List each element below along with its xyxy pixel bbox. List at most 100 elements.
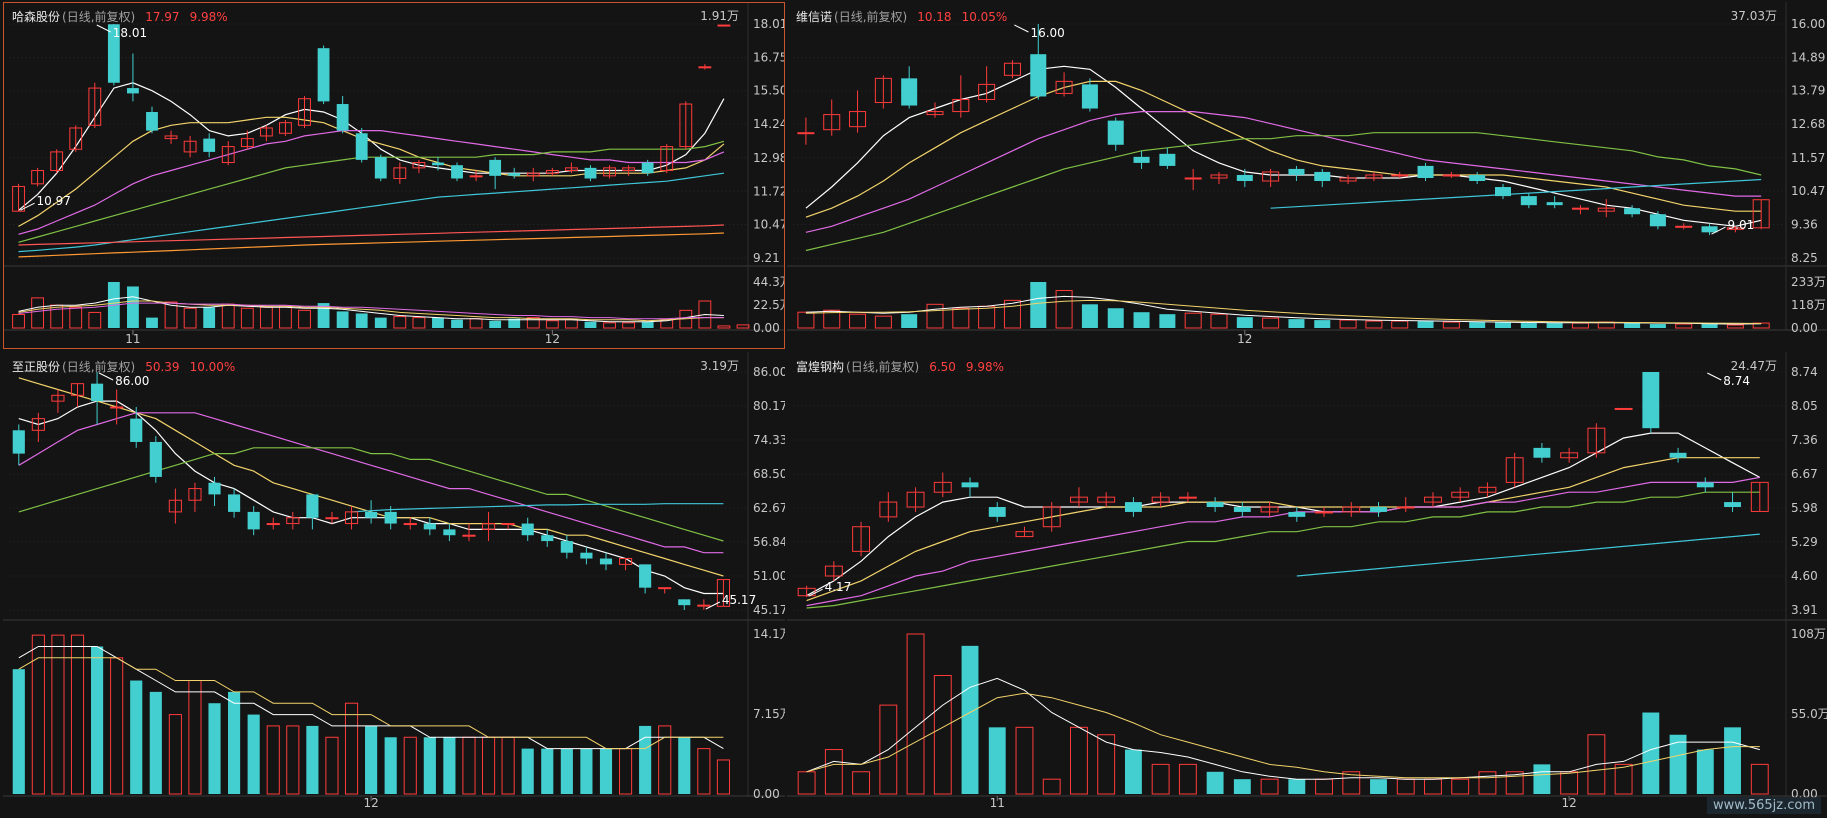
volume-bar xyxy=(1314,320,1331,328)
high-price-label: 18.01 xyxy=(113,26,147,40)
candle-body xyxy=(469,175,483,178)
volume-bar xyxy=(1133,312,1150,328)
candle-body xyxy=(221,146,235,164)
candle-body xyxy=(31,170,45,185)
candle-body xyxy=(489,159,502,176)
volume-bar xyxy=(12,669,25,794)
volume-bar xyxy=(50,304,64,329)
volume-bar xyxy=(1206,771,1224,794)
volume-bar xyxy=(717,325,731,329)
volume-tick-label: 118万 xyxy=(1791,298,1826,312)
volume-bar xyxy=(797,311,815,329)
low-pointer xyxy=(705,601,721,610)
candle-body xyxy=(1151,496,1170,503)
price-tick-label: 11.57 xyxy=(1791,151,1825,165)
candle-body xyxy=(1184,177,1202,180)
kline-chart[interactable]: 8.74 8.05 7.36 6.67 5.98 5.29 4.60 3.91 108万 55.0… xyxy=(787,352,1827,814)
volume-bar xyxy=(355,313,368,328)
price-tick-label: 13.79 xyxy=(1791,84,1825,98)
candle-body xyxy=(1469,174,1486,182)
volume-bar xyxy=(203,307,216,328)
moving-average-line xyxy=(351,503,724,513)
candle-body xyxy=(127,88,139,94)
volume-bar xyxy=(91,646,104,794)
candle-body xyxy=(1315,511,1333,514)
low-pointer xyxy=(808,588,823,597)
volume-bar xyxy=(1649,324,1666,328)
volume-bar xyxy=(541,748,554,794)
date-tick-label: 12 xyxy=(363,796,378,810)
candle-body xyxy=(1752,199,1770,229)
candle-body xyxy=(933,481,952,493)
candle-body xyxy=(1081,84,1098,109)
volume-bar xyxy=(1288,319,1305,328)
price-tick-label: 16.75 xyxy=(753,51,785,65)
panel-visionox[interactable]: 维信诺 (日线,前复权) 10.18 10.05% 16.00 14.89 13.79 12… xyxy=(787,2,1827,349)
price-tick-label: 3.91 xyxy=(1791,603,1818,617)
volume-bar xyxy=(208,703,221,794)
kline-chart[interactable]: 86.00 80.17 74.33 68.50 62.67 56.84 51.00 45.17… xyxy=(3,352,792,814)
stock-change: 10.00% xyxy=(189,360,236,374)
candle-body xyxy=(298,98,311,126)
volume-bar xyxy=(736,324,750,329)
kline-chart[interactable]: 16.00 14.89 13.79 12.68 11.57 10.47 9.36 8.25 23… xyxy=(787,2,1827,349)
candle-body xyxy=(247,511,260,530)
volume-bar xyxy=(1396,778,1415,795)
candle-body xyxy=(69,127,83,150)
volume-bar xyxy=(88,311,102,329)
low-pointer xyxy=(20,202,35,211)
volume-bar xyxy=(1184,312,1202,329)
panel-fuhuang[interactable]: 富煌钢构 (日线,前复权) 6.50 9.98% 8.74 8.05 7.36 6.67 5.… xyxy=(787,352,1827,814)
candle-body xyxy=(658,587,672,590)
volume-bar xyxy=(1339,319,1357,329)
candle-body xyxy=(1370,507,1387,512)
candle-body xyxy=(1724,502,1741,508)
low-price-label: 9.01 xyxy=(1728,218,1755,232)
volume-bar xyxy=(1533,764,1551,794)
price-tick-label: 5.29 xyxy=(1791,535,1818,549)
candle-body xyxy=(560,541,573,553)
candle-body xyxy=(164,135,178,140)
top-volume-label: 1.91万 xyxy=(700,9,739,23)
volume-tick-label: 108万 xyxy=(1791,627,1826,641)
volume-bar xyxy=(823,309,841,329)
volume-bar xyxy=(70,634,85,795)
volume-average-line xyxy=(18,302,724,320)
volume-tick-label: 7.15万 xyxy=(753,707,785,721)
candle-body xyxy=(1288,511,1306,517)
candle-body xyxy=(521,523,534,536)
volume-bar xyxy=(926,303,944,329)
candle-body xyxy=(306,494,319,518)
candle-body xyxy=(545,170,559,174)
candle-body xyxy=(678,599,691,606)
candle-body xyxy=(1342,506,1361,513)
candle-body xyxy=(901,78,918,106)
price-tick-label: 10.47 xyxy=(753,217,785,231)
candle-body xyxy=(823,114,841,131)
panel-hasen[interactable]: 哈森股份 (日线,前复权) 17.97 9.98% 18.01 16.75 15.50 14… xyxy=(3,2,792,349)
volume-bar xyxy=(1614,763,1633,795)
chart-mode: (日线,前复权) xyxy=(846,360,920,374)
volume-bar xyxy=(1560,771,1579,795)
volume-bar xyxy=(952,307,970,329)
candle-body xyxy=(1701,226,1718,233)
volume-tick-label: 14.1万 xyxy=(753,627,785,641)
price-tick-label: 8.05 xyxy=(1791,399,1818,413)
candle-body xyxy=(716,579,730,607)
candle-body xyxy=(31,418,45,431)
candle-body xyxy=(1210,174,1228,179)
high-price-label: 8.74 xyxy=(1723,374,1750,388)
candle-body xyxy=(443,529,456,536)
kline-chart[interactable]: 18.01 16.75 15.50 14.24 12.98 11.72 10.47 9.21 4… xyxy=(3,2,792,349)
moving-average-line xyxy=(806,476,1760,607)
volume-bar xyxy=(31,634,45,795)
moving-average-line xyxy=(18,224,724,246)
panel-zhizheng[interactable]: 至正股份 (日线,前复权) 50.39 10.00% 86.00 80.17 74.33 6… xyxy=(3,352,792,814)
price-tick-label: 11.72 xyxy=(753,184,785,198)
volume-bar xyxy=(51,634,65,795)
candle-body xyxy=(1391,174,1409,177)
volume-bar xyxy=(658,725,672,795)
stock-name: 富煌钢构 xyxy=(796,360,845,374)
candle-body xyxy=(1107,120,1124,145)
price-tick-label: 6.67 xyxy=(1791,467,1818,481)
